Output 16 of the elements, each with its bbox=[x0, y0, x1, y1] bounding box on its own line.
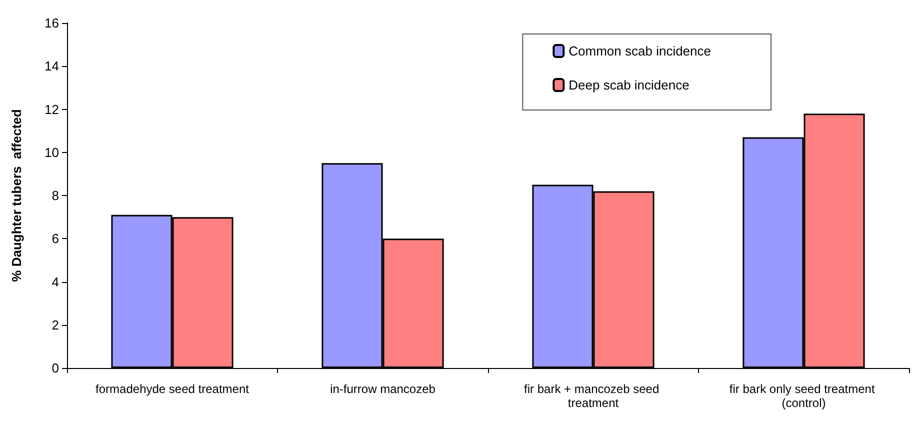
y-tick-label: 6 bbox=[52, 231, 59, 246]
x-tick-label: fir bark only seed treatment (control) bbox=[729, 382, 878, 410]
y-tick-label: 14 bbox=[44, 58, 59, 74]
x-tick-label: formadehyde seed treatment bbox=[96, 382, 250, 396]
y-tick-label: 4 bbox=[52, 274, 59, 290]
x-tick-label: fir bark + mancozeb seed treatment bbox=[524, 382, 662, 410]
y-tick-label: 8 bbox=[52, 188, 59, 203]
y-tick-label: 10 bbox=[44, 144, 59, 160]
y-tick-label: 0 bbox=[52, 360, 59, 376]
y-tick-label: 16 bbox=[44, 16, 59, 30]
y-axis-title: % Daughter tubers affected bbox=[9, 109, 24, 282]
x-tick-label: in-furrow mancozeb bbox=[330, 382, 436, 396]
y-tick-label: 12 bbox=[44, 102, 59, 117]
legend-label: Deep scab incidence bbox=[568, 78, 690, 92]
legend-label: Common scab incidence bbox=[568, 44, 712, 58]
y-tick-label: 2 bbox=[52, 317, 59, 332]
